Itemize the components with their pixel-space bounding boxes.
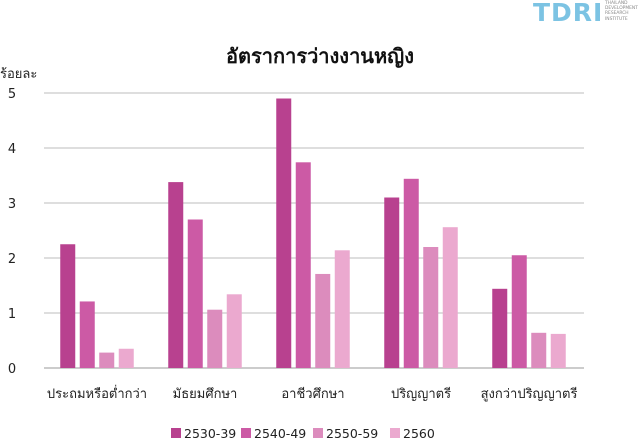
legend-swatch (390, 428, 400, 438)
logo-subtitle: THAILAND DEVELOPMENT RESEARCH INSTITUTE (605, 1, 638, 22)
y-tick-label: 1 (8, 307, 16, 322)
bar (226, 294, 242, 368)
bar (492, 288, 508, 368)
tdri-logo: TDRI THAILAND DEVELOPMENT RESEARCH INSTI… (531, 0, 640, 28)
chart-title: อัตราการว่างงานหญิง (226, 44, 414, 68)
bar (403, 178, 419, 368)
bar (99, 352, 115, 368)
bar-series (60, 98, 566, 368)
y-axis-ticks: 0 1 2 3 4 5 (8, 87, 16, 377)
bar (511, 255, 527, 368)
legend-label: 2560 (403, 426, 435, 441)
bar (168, 182, 184, 368)
y-axis-label: ร้อยละ (0, 67, 37, 82)
legend-label: 2540-49 (254, 426, 306, 441)
x-category-label: อาชีวศึกษา (281, 386, 344, 402)
bar (187, 219, 203, 368)
legend-swatch (241, 428, 251, 438)
bar (550, 333, 566, 368)
bar (295, 162, 311, 368)
bar (334, 250, 350, 368)
bar (531, 332, 547, 368)
y-tick-label: 2 (8, 252, 16, 267)
legend: 2530-39 2540-49 2550-59 2560 (171, 426, 435, 441)
bar (60, 244, 76, 368)
y-tick-label: 3 (8, 197, 16, 212)
x-category-label: มัธยมศึกษา (173, 387, 238, 402)
bar (276, 98, 292, 368)
legend-swatch (313, 428, 323, 438)
legend-swatch (171, 428, 181, 438)
y-tick-label: 0 (8, 362, 16, 377)
x-category-label: สูงกว่าปริญญาตรี (481, 386, 578, 402)
y-tick-label: 4 (8, 142, 16, 157)
bar (118, 348, 134, 368)
logo-wordmark: TDRI (533, 0, 604, 27)
bar (315, 273, 331, 368)
x-axis-categories: ประถมหรือต่ำกว่า มัธยมศึกษา อาชีวศึกษา ปริญ… (47, 385, 578, 402)
bar (384, 197, 400, 368)
x-category-label: ปริญญาตรี (391, 386, 451, 402)
x-category-label: ประถมหรือต่ำกว่า (47, 385, 147, 402)
bar (423, 247, 439, 368)
bar (207, 309, 223, 368)
bar (79, 301, 95, 368)
bar (442, 227, 458, 368)
legend-label: 2530-39 (184, 426, 236, 441)
legend-label: 2550-59 (326, 426, 378, 441)
y-tick-label: 5 (8, 87, 16, 102)
